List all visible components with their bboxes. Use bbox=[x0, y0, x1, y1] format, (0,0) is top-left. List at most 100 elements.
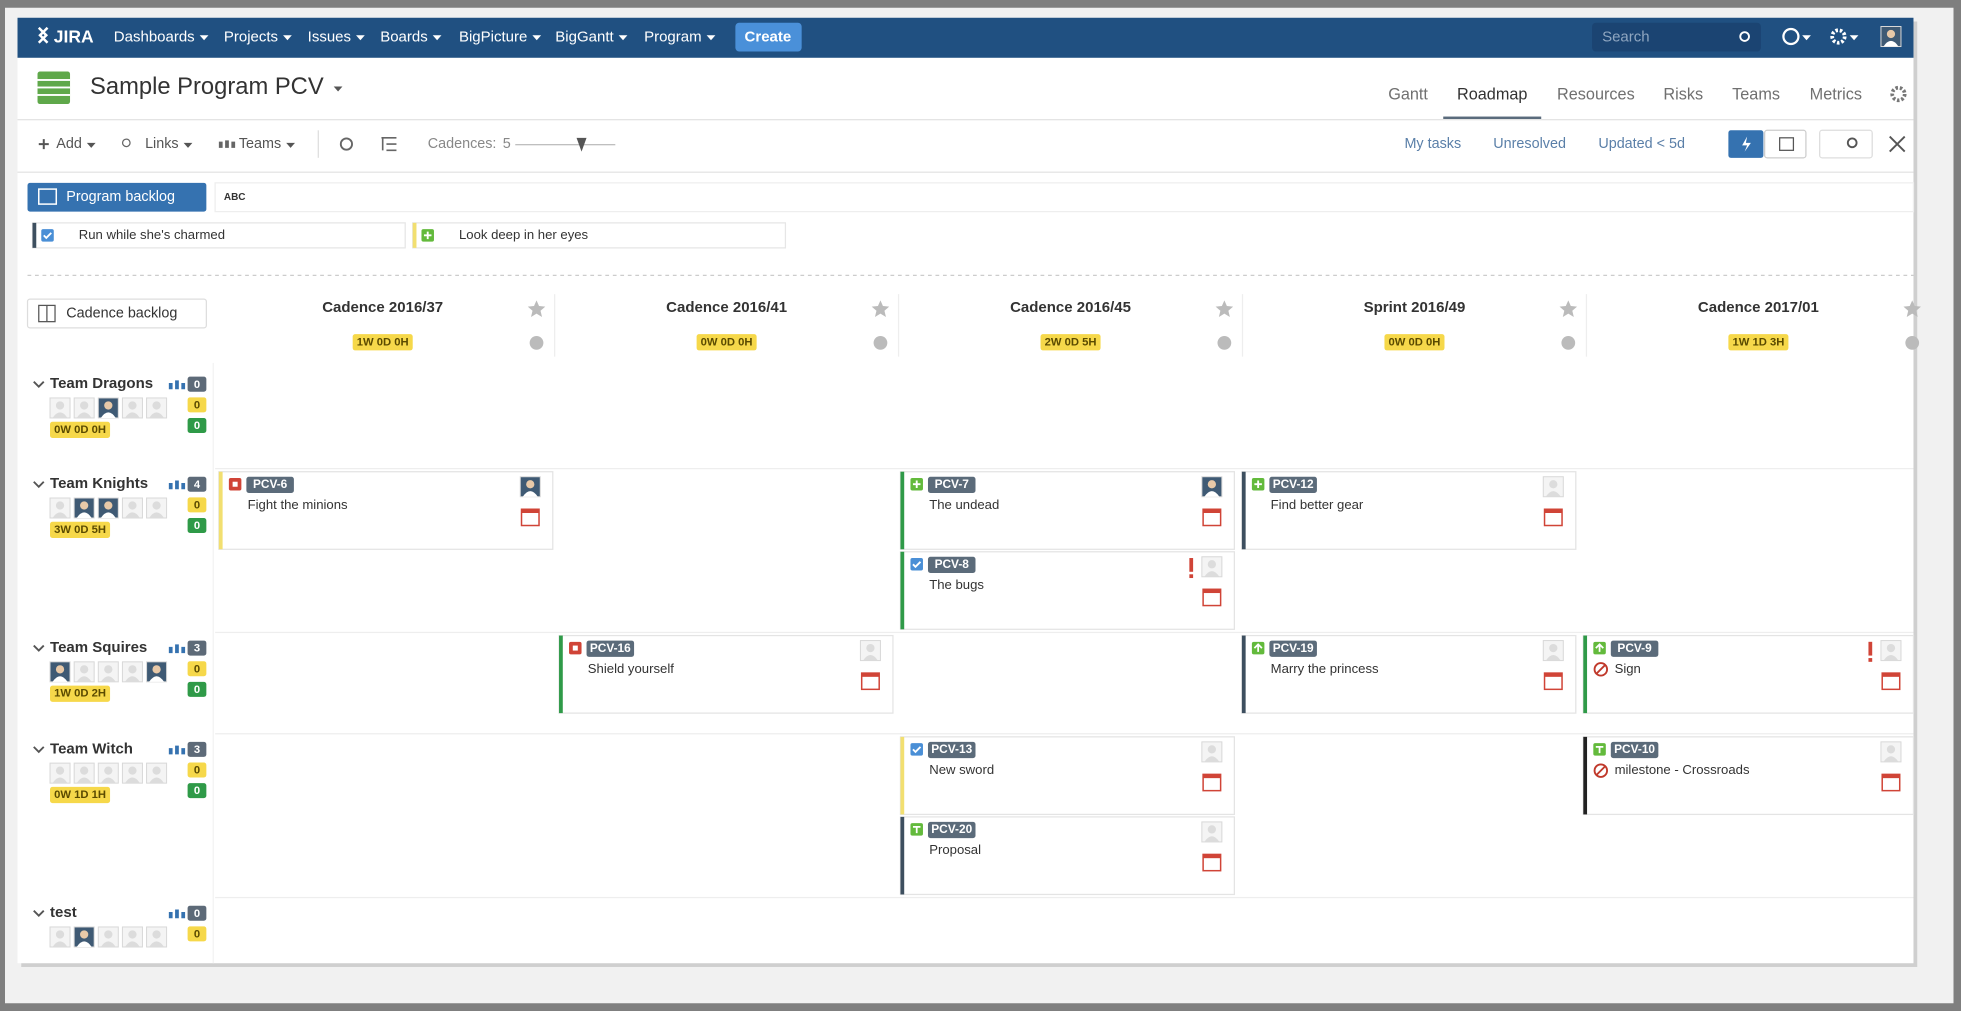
star-icon[interactable] bbox=[527, 300, 546, 318]
collapse-chevron[interactable] bbox=[33, 910, 45, 918]
backlog-item-label[interactable]: Look deep in her eyes bbox=[459, 227, 589, 242]
star-icon[interactable] bbox=[871, 300, 890, 318]
issue-summary[interactable]: The undead bbox=[929, 497, 999, 512]
calendar-icon-top bbox=[1203, 854, 1221, 859]
cadence-name: Cadence 2016/45 bbox=[1010, 299, 1131, 316]
star-icon[interactable] bbox=[1215, 300, 1234, 318]
avatar-head bbox=[152, 665, 161, 674]
search-placeholder[interactable]: Search bbox=[1602, 29, 1650, 46]
info-icon bbox=[529, 336, 544, 350]
quick-filter[interactable]: My tasks bbox=[1404, 136, 1461, 152]
issue-key[interactable]: PCV-6 bbox=[253, 477, 288, 491]
issue-summary[interactable]: Sign bbox=[1615, 661, 1641, 676]
team-count: 0 bbox=[194, 684, 200, 696]
team-count: 0 bbox=[194, 928, 200, 940]
star-icon[interactable] bbox=[1903, 300, 1921, 318]
issue-key[interactable]: PCV-19 bbox=[1273, 641, 1314, 655]
nav-menu[interactable]: Program bbox=[644, 29, 702, 46]
issue-summary[interactable]: New sword bbox=[929, 762, 994, 777]
avatar-body bbox=[100, 676, 116, 682]
avatar-head bbox=[80, 501, 89, 510]
toolbar-teams[interactable]: Teams bbox=[239, 136, 281, 152]
quick-filter[interactable]: Unresolved bbox=[1493, 136, 1566, 152]
issue-key-badge bbox=[927, 741, 976, 759]
caret bbox=[706, 35, 716, 41]
issue-key[interactable]: PCV-7 bbox=[935, 477, 970, 491]
cadence-slider-handle[interactable] bbox=[576, 137, 587, 152]
team-capacity: 0W 1D 1H bbox=[54, 789, 106, 801]
issue-summary[interactable]: milestone - Crossroads bbox=[1615, 762, 1750, 777]
team-count-badge bbox=[187, 397, 207, 413]
issue-key[interactable]: PCV-16 bbox=[590, 641, 631, 655]
cadence-name: Cadence 2017/01 bbox=[1698, 299, 1819, 316]
issue-summary[interactable]: Shield yourself bbox=[588, 661, 674, 676]
issue-key[interactable]: PCV-12 bbox=[1273, 477, 1314, 491]
program-backlog-button bbox=[27, 182, 207, 212]
issue-summary[interactable]: The bugs bbox=[929, 577, 984, 592]
collapse-chevron[interactable] bbox=[33, 746, 45, 754]
tab[interactable]: Resources bbox=[1557, 86, 1635, 104]
issue-summary[interactable]: Proposal bbox=[929, 842, 981, 857]
backlog-item-label[interactable]: Run while she's charmed bbox=[79, 227, 225, 242]
issue-key[interactable]: PCV-8 bbox=[935, 557, 970, 571]
issue-key[interactable]: PCV-10 bbox=[1614, 742, 1655, 756]
caret bbox=[618, 35, 628, 41]
avatar-head bbox=[1886, 745, 1896, 754]
calendar-icon-top bbox=[1544, 509, 1563, 514]
issue-summary[interactable]: Marry the princess bbox=[1271, 661, 1379, 676]
issue-key[interactable]: PCV-20 bbox=[931, 822, 972, 836]
tab[interactable]: Gantt bbox=[1388, 86, 1428, 104]
nav-menu[interactable]: Issues bbox=[308, 29, 351, 46]
cadence-duration-badge bbox=[1384, 334, 1445, 351]
issue-type-glyph bbox=[572, 645, 578, 651]
tab[interactable]: Roadmap bbox=[1457, 86, 1527, 104]
blocked-icon-slash bbox=[1595, 765, 1606, 776]
nav-menu[interactable]: Dashboards bbox=[114, 29, 195, 46]
tab-underline bbox=[1443, 116, 1542, 120]
flag-icon bbox=[1868, 641, 1873, 656]
cadence-name: Cadence 2016/37 bbox=[322, 299, 443, 316]
avatar-head bbox=[55, 766, 65, 775]
create-button-label[interactable]: Create bbox=[745, 29, 792, 46]
create-button bbox=[735, 22, 802, 52]
toolbar-divider bbox=[17, 171, 1914, 173]
collapse-chevron[interactable] bbox=[33, 644, 45, 652]
tab[interactable]: Teams bbox=[1732, 86, 1780, 104]
nav-menu[interactable]: BigPicture bbox=[459, 29, 527, 46]
issue-key[interactable]: PCV-9 bbox=[1617, 641, 1652, 655]
program-backlog-label[interactable]: Program backlog bbox=[66, 189, 175, 205]
tab[interactable]: Metrics bbox=[1810, 86, 1862, 104]
nav-menu[interactable]: Projects bbox=[224, 29, 278, 46]
teams-icon bbox=[218, 140, 236, 148]
issue-key-badge bbox=[1269, 476, 1317, 493]
avatar-head bbox=[526, 480, 535, 489]
cadences-value: 5 bbox=[503, 136, 511, 152]
avatar-head bbox=[104, 665, 113, 674]
avatar-body bbox=[100, 777, 116, 784]
cadence-backlog-label[interactable]: Cadence backlog bbox=[66, 305, 177, 321]
team-count: 0 bbox=[194, 520, 200, 532]
tab[interactable]: Risks bbox=[1663, 86, 1703, 104]
issue-card-border bbox=[218, 471, 223, 550]
nav-menu[interactable]: Boards bbox=[380, 29, 428, 46]
refresh-icon bbox=[339, 137, 353, 151]
avatar-head bbox=[104, 930, 113, 939]
collapse-chevron[interactable] bbox=[33, 381, 45, 389]
team-icon bbox=[168, 480, 186, 490]
avatar-head bbox=[1549, 643, 1558, 653]
issue-card bbox=[558, 634, 894, 714]
avatar-body bbox=[100, 412, 116, 418]
issue-summary[interactable]: Fight the minions bbox=[248, 497, 348, 512]
star-icon[interactable] bbox=[1559, 300, 1578, 318]
issue-key[interactable]: PCV-13 bbox=[931, 742, 972, 756]
collapse-chevron[interactable] bbox=[33, 481, 45, 489]
quick-filter[interactable]: Updated < 5d bbox=[1598, 136, 1685, 152]
nav-menu[interactable]: BigGantt bbox=[555, 29, 614, 46]
issue-type-glyph bbox=[912, 480, 921, 488]
issue-summary[interactable]: Find better gear bbox=[1271, 497, 1364, 512]
blocked-icon bbox=[1593, 662, 1609, 677]
toolbar-links[interactable]: Links bbox=[145, 136, 179, 152]
team-row-divider bbox=[215, 896, 1914, 899]
toolbar-add[interactable]: Add bbox=[56, 136, 82, 152]
avatar-head bbox=[128, 665, 137, 674]
